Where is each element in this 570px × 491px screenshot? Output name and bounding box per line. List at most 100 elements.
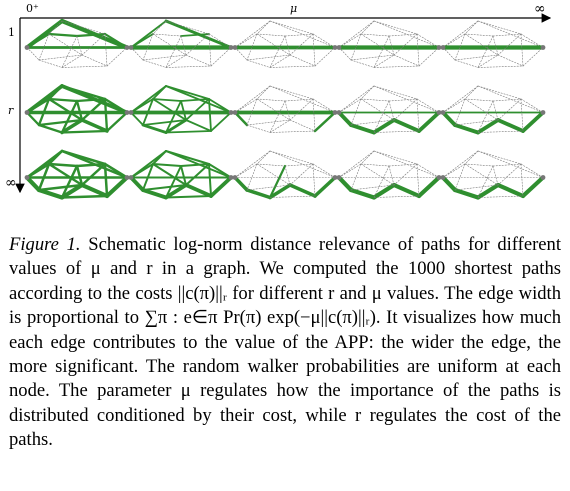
graph-edge <box>103 97 109 133</box>
graph-edge <box>165 165 182 199</box>
graph-edge <box>373 85 418 100</box>
figure-caption: Figure 1. Schematic log-norm distance re… <box>9 233 561 453</box>
graph-edge <box>208 163 212 197</box>
graph-edge <box>269 65 316 68</box>
graph-edge <box>142 33 154 61</box>
graph-edge <box>269 85 336 113</box>
graph-edge <box>452 187 481 200</box>
graph-edge <box>393 33 418 56</box>
graph-r3-mu2 <box>128 150 234 200</box>
graph-edge <box>416 163 420 197</box>
graph-edge <box>234 85 271 113</box>
graph-edge <box>269 150 314 165</box>
graph-edge <box>245 188 272 200</box>
graph-edge <box>477 85 522 100</box>
graph-r3-mu5 <box>440 150 546 200</box>
graph-edge <box>234 20 271 48</box>
graph-edge <box>373 150 418 165</box>
graph-edge <box>393 98 418 121</box>
graph-node <box>332 45 338 50</box>
graph-edge <box>269 195 316 198</box>
graph-edge <box>106 47 128 67</box>
graph-edge <box>246 98 258 126</box>
graph-edge <box>453 123 480 135</box>
graph-node <box>128 110 134 115</box>
graph-edge <box>61 35 78 68</box>
graph-edge <box>47 97 79 103</box>
graph-edge <box>184 183 213 198</box>
graph-node <box>336 110 342 115</box>
graph-edge <box>289 33 314 56</box>
graph-edge <box>350 119 395 126</box>
graph-edge <box>312 98 316 132</box>
graph-edge <box>269 35 286 68</box>
graph-edge <box>24 175 42 193</box>
graph-edge <box>520 98 544 113</box>
graph-edge <box>142 163 154 191</box>
r-axis-end-label: ∞ <box>5 175 17 191</box>
graph-edge <box>59 182 85 200</box>
graph-edge <box>233 175 249 192</box>
graph-edge <box>47 162 84 187</box>
graph-edge <box>464 150 479 165</box>
graph-edge <box>246 54 291 61</box>
graph-edge <box>60 129 109 134</box>
graph-edge <box>442 47 456 61</box>
graph-edge <box>164 183 188 200</box>
graph-edge <box>60 149 107 166</box>
graph-edge <box>48 20 63 35</box>
graph-edge <box>152 33 182 37</box>
graph-edge <box>256 163 286 167</box>
mu-axis-start-label: 0⁺ <box>26 2 39 15</box>
graph-edge <box>520 163 544 178</box>
graph-edge <box>312 163 316 197</box>
graph-edge <box>416 33 420 67</box>
graph-r2-mu2 <box>128 85 234 134</box>
graph-edge <box>165 100 182 134</box>
graph-edge <box>256 20 271 35</box>
graph-edge <box>61 65 108 68</box>
graph-edge <box>269 20 314 35</box>
graph-r2-mu5 <box>440 85 546 135</box>
graph-edge <box>60 99 79 134</box>
graph-edge <box>47 149 64 166</box>
graph-edge <box>164 118 188 134</box>
graph-edge <box>80 162 107 187</box>
graph-edge <box>464 33 499 56</box>
graph-edge <box>104 33 108 67</box>
graph-edge <box>26 47 40 61</box>
graph-edge <box>360 150 375 165</box>
graph-edge <box>47 84 64 101</box>
graph-edge <box>284 165 291 186</box>
graph-edge <box>80 118 109 133</box>
graph-edge <box>497 33 522 56</box>
graph-node <box>232 110 238 115</box>
graph-edge <box>393 163 418 186</box>
graph-edge <box>388 35 395 56</box>
graph-edge <box>152 163 182 167</box>
graph-edge <box>350 59 375 68</box>
graph-edge <box>75 162 107 168</box>
graph-edge <box>130 111 144 126</box>
graph-edge <box>360 163 395 186</box>
graph-edge <box>477 130 524 133</box>
graph-edge <box>350 163 362 191</box>
graph-edge <box>76 35 83 56</box>
graph-edge <box>152 98 182 102</box>
graph-edge <box>495 182 526 199</box>
graph-edge <box>103 162 129 179</box>
graph-edge <box>477 85 544 113</box>
graph-edge <box>454 119 499 126</box>
graph-edge <box>60 194 109 199</box>
graph-edge <box>185 119 212 132</box>
graph-edge <box>208 163 232 179</box>
graph-edge <box>284 98 314 102</box>
r-axis-label: r <box>8 104 14 117</box>
graph-node <box>228 110 234 115</box>
graph-node <box>24 45 30 50</box>
graph-edge <box>129 175 145 192</box>
graph-r3-mu4 <box>336 150 442 200</box>
graph-r3-mu3 <box>232 150 338 200</box>
graph-edge <box>180 35 187 56</box>
graph-edge <box>338 20 375 48</box>
